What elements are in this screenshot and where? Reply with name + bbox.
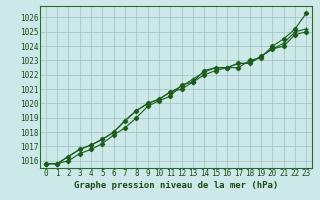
X-axis label: Graphe pression niveau de la mer (hPa): Graphe pression niveau de la mer (hPa) xyxy=(74,181,278,190)
